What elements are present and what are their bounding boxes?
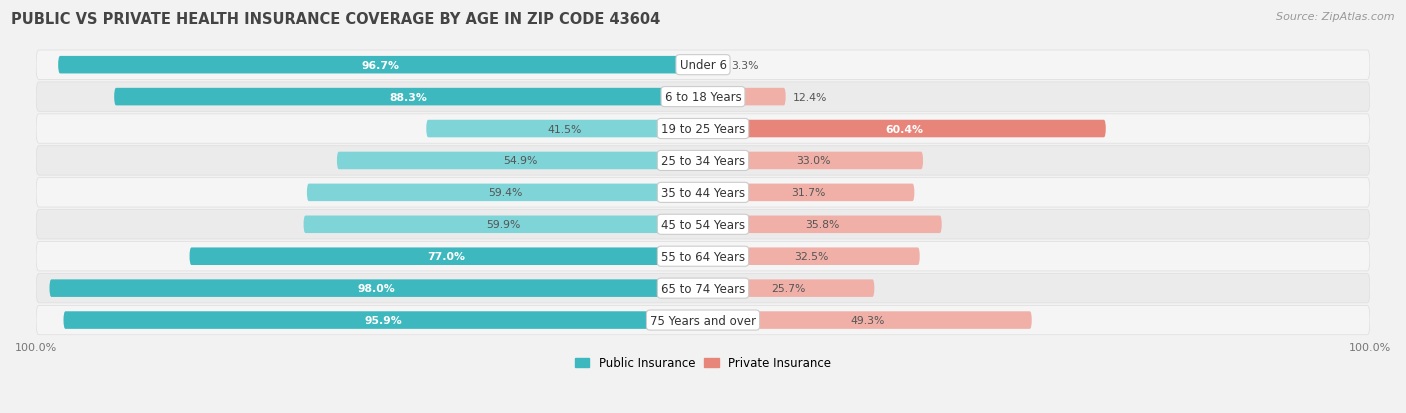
Text: 65 to 74 Years: 65 to 74 Years (661, 282, 745, 295)
FancyBboxPatch shape (37, 114, 1369, 144)
FancyBboxPatch shape (49, 280, 703, 297)
FancyBboxPatch shape (37, 178, 1369, 208)
FancyBboxPatch shape (703, 57, 725, 74)
Text: 98.0%: 98.0% (357, 283, 395, 293)
Text: 6 to 18 Years: 6 to 18 Years (665, 91, 741, 104)
Text: 49.3%: 49.3% (851, 315, 884, 325)
FancyBboxPatch shape (703, 184, 914, 202)
Text: Source: ZipAtlas.com: Source: ZipAtlas.com (1277, 12, 1395, 22)
FancyBboxPatch shape (63, 311, 703, 329)
FancyBboxPatch shape (307, 184, 703, 202)
Text: 59.9%: 59.9% (486, 220, 520, 230)
Text: 54.9%: 54.9% (503, 156, 537, 166)
Text: 25.7%: 25.7% (772, 283, 806, 293)
FancyBboxPatch shape (37, 146, 1369, 176)
FancyBboxPatch shape (37, 210, 1369, 240)
FancyBboxPatch shape (703, 248, 920, 266)
Legend: Public Insurance, Private Insurance: Public Insurance, Private Insurance (575, 356, 831, 370)
Text: 19 to 25 Years: 19 to 25 Years (661, 123, 745, 136)
Text: Under 6: Under 6 (679, 59, 727, 72)
FancyBboxPatch shape (37, 274, 1369, 303)
FancyBboxPatch shape (703, 216, 942, 233)
FancyBboxPatch shape (703, 121, 1105, 138)
Text: 35 to 44 Years: 35 to 44 Years (661, 186, 745, 199)
Text: PUBLIC VS PRIVATE HEALTH INSURANCE COVERAGE BY AGE IN ZIP CODE 43604: PUBLIC VS PRIVATE HEALTH INSURANCE COVER… (11, 12, 661, 27)
FancyBboxPatch shape (703, 89, 786, 106)
Text: 32.5%: 32.5% (794, 252, 828, 261)
Text: 55 to 64 Years: 55 to 64 Years (661, 250, 745, 263)
Text: 3.3%: 3.3% (731, 61, 759, 71)
FancyBboxPatch shape (337, 152, 703, 170)
Text: 95.9%: 95.9% (364, 315, 402, 325)
Text: 41.5%: 41.5% (547, 124, 582, 134)
Text: 60.4%: 60.4% (886, 124, 924, 134)
FancyBboxPatch shape (703, 311, 1032, 329)
FancyBboxPatch shape (190, 248, 703, 266)
FancyBboxPatch shape (37, 51, 1369, 80)
FancyBboxPatch shape (703, 152, 924, 170)
Text: 59.4%: 59.4% (488, 188, 522, 198)
FancyBboxPatch shape (114, 89, 703, 106)
FancyBboxPatch shape (426, 121, 703, 138)
Text: 96.7%: 96.7% (361, 61, 399, 71)
FancyBboxPatch shape (37, 242, 1369, 271)
Text: 33.0%: 33.0% (796, 156, 831, 166)
FancyBboxPatch shape (37, 306, 1369, 335)
Text: 45 to 54 Years: 45 to 54 Years (661, 218, 745, 231)
FancyBboxPatch shape (58, 57, 703, 74)
Text: 35.8%: 35.8% (806, 220, 839, 230)
Text: 88.3%: 88.3% (389, 93, 427, 102)
FancyBboxPatch shape (304, 216, 703, 233)
Text: 25 to 34 Years: 25 to 34 Years (661, 154, 745, 168)
Text: 77.0%: 77.0% (427, 252, 465, 261)
Text: 12.4%: 12.4% (793, 93, 827, 102)
Text: 31.7%: 31.7% (792, 188, 825, 198)
FancyBboxPatch shape (37, 83, 1369, 112)
Text: 75 Years and over: 75 Years and over (650, 314, 756, 327)
FancyBboxPatch shape (703, 280, 875, 297)
